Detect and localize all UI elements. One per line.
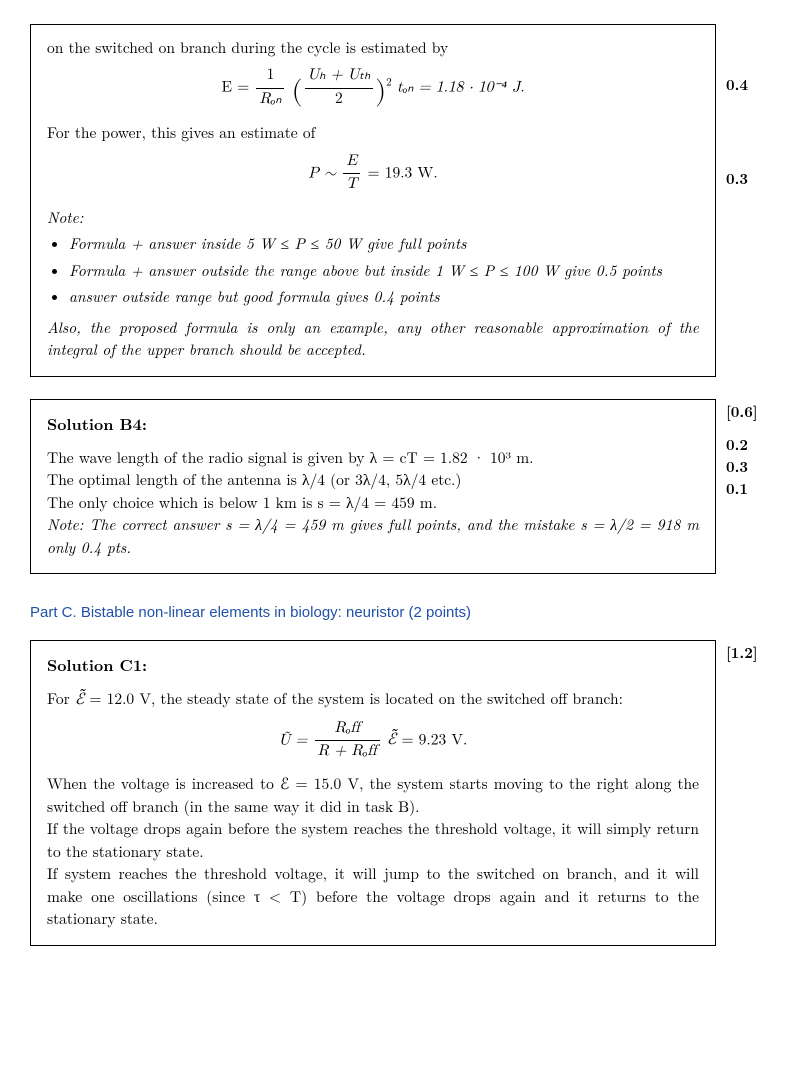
equation-power: P ∼ E T = 19.3 W.	[47, 151, 699, 197]
paragraph-1: For ℰ̃ = 12.0 V, the steady state of the…	[47, 688, 699, 711]
paragraph-2: When the voltage is increased to ℰ = 15.…	[47, 773, 699, 818]
part-c-heading: Part C. Bistable non-linear elements in …	[30, 602, 774, 624]
points-column: [1.2]	[716, 640, 774, 664]
solution-title: Solution C1:	[47, 653, 699, 676]
note-label: Note:	[47, 207, 699, 229]
note-item: Formula + answer outside the range above…	[69, 260, 699, 282]
line-optimal: The optimal length of the antenna is λ/4…	[47, 469, 699, 491]
note-text: Note: The correct answer s = λ/4 = 459 m…	[47, 514, 699, 559]
line-wavelength: The wave length of the radio signal is g…	[47, 447, 699, 469]
paragraph-3: If the voltage drops again before the sy…	[47, 818, 699, 863]
box-content: Solution C1: For ℰ̃ = 12.0 V, the steady…	[30, 640, 716, 946]
points-value: 0.3	[726, 168, 774, 190]
points-value: 0.4	[726, 74, 774, 96]
also-note: Also, the proposed formula is only an ex…	[47, 317, 699, 362]
note-item: Formula + answer inside 5 W ≤ P ≤ 50 W g…	[69, 233, 699, 255]
points-column: 0.4 0.3	[716, 24, 774, 190]
note-list: Formula + answer inside 5 W ≤ P ≤ 50 W g…	[69, 233, 699, 308]
solution-box-c1: Solution C1: For ℰ̃ = 12.0 V, the steady…	[30, 640, 774, 968]
points-total: [0.6]	[726, 401, 774, 423]
note-item: answer outside range but good formula gi…	[69, 286, 699, 308]
box-content: Solution B4: The wave length of the radi…	[30, 399, 716, 575]
power-intro: For the power, this gives an estimate of	[47, 122, 699, 144]
line-choice: The only choice which is below 1 km is s…	[47, 492, 699, 514]
equation-energy: E = 1 Rₒₙ ( Uₕ + Uₜₕ 2 )2 tₒₙ = 1.18 · 1…	[47, 65, 699, 112]
points-column: [0.6] 0.2 0.3 0.1	[716, 399, 774, 500]
equation-voltage: Ũ = Rₒff R + Rₒff ℰ̃ = 9.23 V.	[47, 718, 699, 764]
points-value: 0.3	[726, 456, 774, 478]
solution-box-b4: Solution B4: The wave length of the radi…	[30, 399, 774, 597]
intro-text: on the switched on branch during the cyc…	[47, 37, 699, 59]
points-value: 0.1	[726, 478, 774, 500]
solution-title: Solution B4:	[47, 412, 699, 435]
points-value: 0.2	[726, 434, 774, 456]
points-total: [1.2]	[726, 642, 774, 664]
paragraph-4: If system reaches the threshold voltage,…	[47, 863, 699, 930]
solution-box-b3-continued: on the switched on branch during the cyc…	[30, 24, 774, 399]
box-content: on the switched on branch during the cyc…	[30, 24, 716, 377]
